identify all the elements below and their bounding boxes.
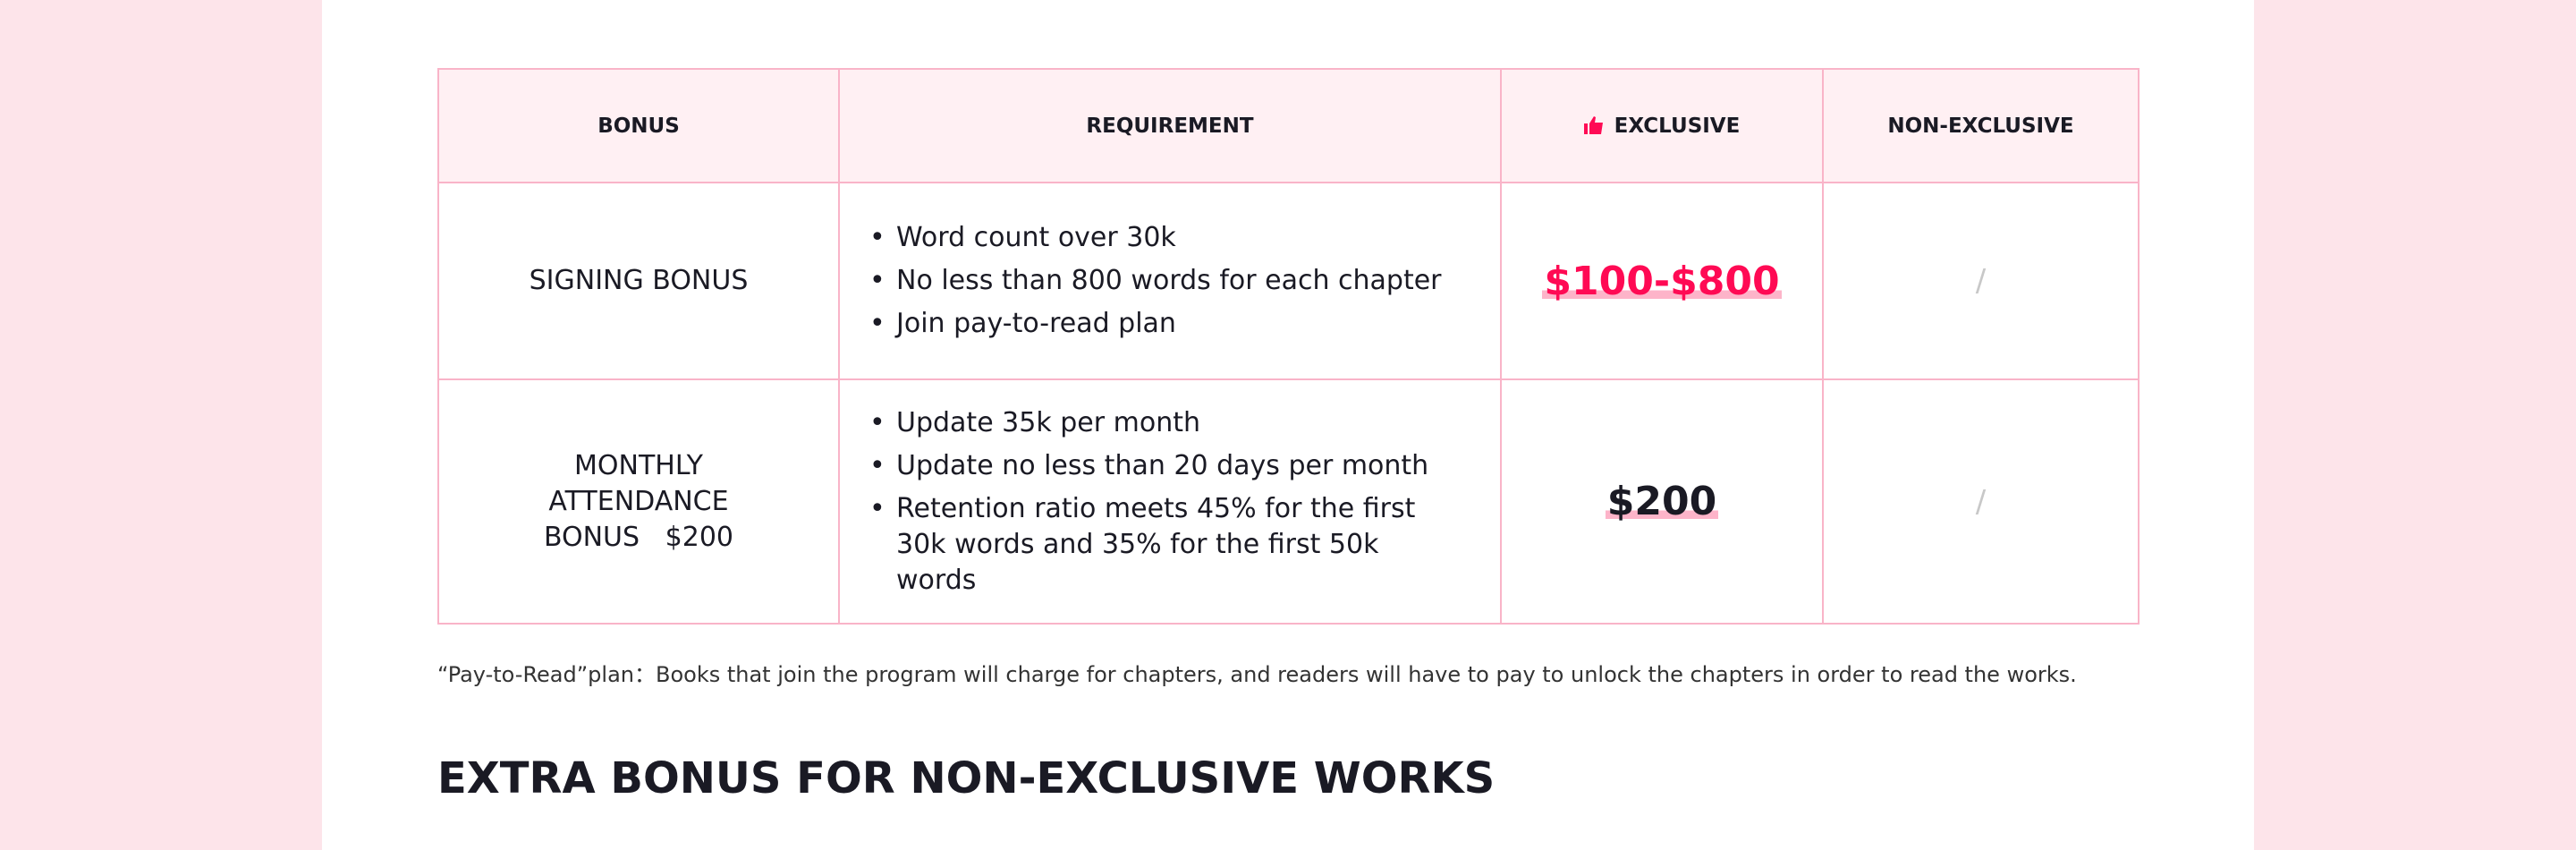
requirement-item: Join pay-to-read plan xyxy=(869,306,1499,342)
exclusive-amount: $200 xyxy=(1605,479,1719,524)
section-heading: EXTRA BONUS FOR NON-EXCLUSIVE WORKS xyxy=(437,753,1496,803)
footnote: “Pay-to-Read”plan：Books that join the pr… xyxy=(437,662,2077,687)
requirement-item: No less than 800 words for each chapter xyxy=(869,263,1499,299)
requirement-item: Word count over 30k xyxy=(869,220,1499,256)
bonus-name-text: MONTHLY ATTENDANCE BONUS $200 xyxy=(543,449,738,553)
table-header-row: BONUS REQUIREMENT EXCLUSIVE NON-EXCLUSIV… xyxy=(437,68,2140,183)
header-requirement: REQUIREMENT xyxy=(838,68,1502,183)
content-panel: BONUS REQUIREMENT EXCLUSIVE NON-EXCLUSIV… xyxy=(322,0,2254,850)
exclusive-cell: $200 xyxy=(1500,378,1824,625)
bonus-table: BONUS REQUIREMENT EXCLUSIVE NON-EXCLUSIV… xyxy=(437,68,2140,625)
non-exclusive-value: / xyxy=(1975,263,1987,299)
bonus-name: MONTHLY ATTENDANCE BONUS $200 xyxy=(437,378,840,625)
requirement-item: Update no less than 20 days per month xyxy=(869,448,1499,484)
table-row: MONTHLY ATTENDANCE BONUS $200 Update 35k… xyxy=(437,378,2140,625)
non-exclusive-cell: / xyxy=(1822,182,2140,380)
header-exclusive: EXCLUSIVE xyxy=(1500,68,1824,183)
non-exclusive-cell: / xyxy=(1822,378,2140,625)
requirements-cell: Update 35k per month Update no less than… xyxy=(838,378,1502,625)
exclusive-amount: $100-$800 xyxy=(1542,258,1782,304)
header-exclusive-label: EXCLUSIVE xyxy=(1614,114,1741,138)
header-non-exclusive: NON-EXCLUSIVE xyxy=(1822,68,2140,183)
requirements-cell: Word count over 30k No less than 800 wor… xyxy=(838,182,1502,380)
thumbs-up-icon xyxy=(1583,115,1603,134)
requirement-item: Update 35k per month xyxy=(869,405,1499,441)
bonus-name: SIGNING BONUS xyxy=(437,182,840,380)
non-exclusive-value: / xyxy=(1975,483,1987,520)
header-bonus: BONUS xyxy=(437,68,840,183)
exclusive-cell: $100-$800 xyxy=(1500,182,1824,380)
table-row: SIGNING BONUS Word count over 30k No les… xyxy=(437,182,2140,380)
requirement-item: Retention ratio meets 45% for the first … xyxy=(869,491,1499,599)
